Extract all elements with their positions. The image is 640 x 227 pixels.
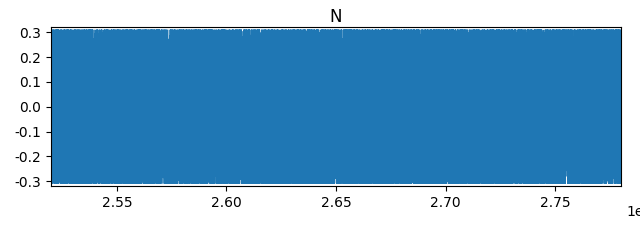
Title: N: N bbox=[330, 8, 342, 26]
Text: 1e6: 1e6 bbox=[627, 205, 640, 219]
